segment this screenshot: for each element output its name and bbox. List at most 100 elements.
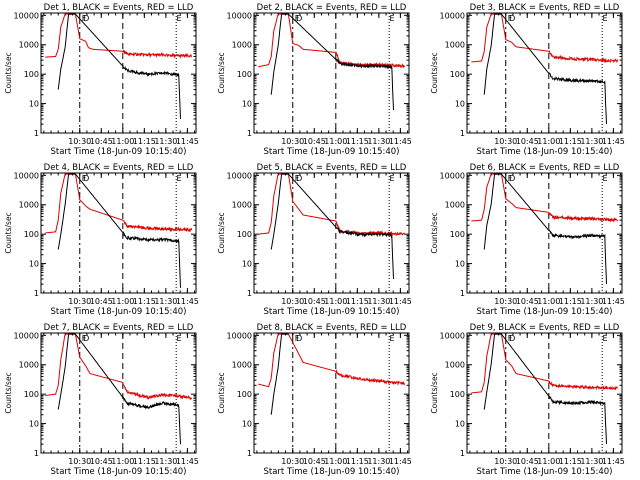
marker-label: E (389, 14, 394, 23)
x-axis-label: Start Time (18-Jun-09 10:15:40) (51, 307, 187, 317)
plot-frame (466, 172, 623, 294)
plot-frame (40, 172, 197, 294)
x-tick-label: 11:45 (389, 297, 412, 306)
x-tick-label: 11:45 (176, 297, 199, 306)
marker-label: D (509, 174, 515, 183)
y-tick-label: 100 (24, 230, 39, 239)
x-tick-label: 11:15 (133, 457, 156, 466)
y-tick-label: 10000 (440, 11, 465, 20)
x-tick-label: 11:30 (154, 137, 177, 146)
x-tick-label: 10:30 (281, 297, 304, 306)
x-tick-label: 11:45 (602, 297, 625, 306)
series-events-line (270, 173, 394, 280)
y-tick-label: 1 (460, 129, 465, 138)
data-layer (45, 333, 193, 445)
x-tick-label: 11:30 (367, 137, 390, 146)
x-tick-label: 11:45 (602, 137, 625, 146)
data-layer (471, 333, 618, 445)
chart-title: Det 7, BLACK = Events, RED = LLD (44, 323, 194, 333)
y-tick-label: 1 (460, 449, 465, 458)
y-tick-label: 1000 (232, 41, 252, 50)
marker-label: E (602, 14, 607, 23)
x-axis-label: Start Time (18-Jun-09 10:15:40) (477, 147, 613, 157)
chart-panel-det-1: Det 1, BLACK = Events, RED = LLD 1 10 100 10… (4, 3, 199, 157)
chart-panel-det-4: Det 4, BLACK = Events, RED = LLD 1 10 100 10… (4, 163, 199, 317)
x-axis-label: Start Time (18-Jun-09 10:15:40) (477, 467, 613, 477)
y-tick-label: 10 (242, 100, 252, 109)
y-tick-label: 10000 (227, 171, 252, 180)
series-events-line (57, 13, 181, 120)
x-tick-label: 11:15 (133, 137, 156, 146)
marker-label: E (389, 334, 394, 343)
chart-panel-det-7: Det 7, BLACK = Events, RED = LLD 1 10 100 10… (4, 323, 199, 477)
data-layer (471, 173, 619, 285)
chart-title: Det 5, BLACK = Events, RED = LLD (257, 163, 407, 173)
y-tick-label: 1000 (445, 201, 465, 210)
x-tick-label: 10:45 (90, 137, 113, 146)
y-tick-label: 1 (34, 449, 39, 458)
chart-title: Det 4, BLACK = Events, RED = LLD (44, 163, 194, 173)
marker-label: D (296, 14, 302, 23)
y-tick-label: 1 (247, 289, 252, 298)
y-tick-label: 1 (34, 289, 39, 298)
y-tick-label: 100 (24, 70, 39, 79)
x-axis-label: Start Time (18-Jun-09 10:15:40) (264, 147, 400, 157)
series-events-line (57, 173, 181, 288)
y-tick-label: 1 (247, 129, 252, 138)
y-tick-label: 10 (242, 420, 252, 429)
marker-label: F (82, 14, 87, 23)
x-tick-label: 11:00 (537, 457, 560, 466)
y-axis-label: Counts/sec (4, 372, 13, 413)
chart-title: Det 9, BLACK = Events, RED = LLD (470, 323, 620, 333)
marker-label: D (83, 14, 89, 23)
x-tick-label: 10:30 (281, 457, 304, 466)
chart-panel-det-6: Det 6, BLACK = Events, RED = LLD 1 10 100 10… (430, 163, 625, 317)
y-axis-label: Counts/sec (430, 212, 439, 253)
x-tick-label: 10:45 (303, 457, 326, 466)
marker-label: F (508, 334, 513, 343)
y-tick-label: 1000 (19, 361, 39, 370)
y-axis-label: Counts/sec (217, 52, 226, 93)
marker-label: F (508, 174, 513, 183)
y-tick-label: 1000 (445, 41, 465, 50)
y-tick-label: 1 (34, 129, 39, 138)
x-tick-label: 11:00 (111, 297, 134, 306)
y-tick-label: 10 (455, 260, 465, 269)
x-tick-label: 11:30 (367, 297, 390, 306)
marker-label: D (83, 334, 89, 343)
x-tick-label: 11:15 (346, 137, 369, 146)
x-tick-label: 11:00 (324, 457, 347, 466)
series-lld-line (45, 13, 193, 59)
y-axis-label: Counts/sec (4, 212, 13, 253)
marker-label: F (82, 174, 87, 183)
x-tick-label: 11:00 (324, 137, 347, 146)
data-layer (258, 173, 406, 280)
y-tick-label: 10 (29, 100, 39, 109)
x-axis-label: Start Time (18-Jun-09 10:15:40) (264, 307, 400, 317)
plot-frame (253, 332, 410, 454)
x-tick-label: 11:15 (559, 297, 582, 306)
x-tick-label: 10:30 (494, 297, 517, 306)
marker-label: D (296, 334, 302, 343)
plot-frame (40, 12, 197, 134)
series-events-line (57, 333, 181, 445)
y-tick-label: 10000 (440, 331, 465, 340)
y-tick-label: 10000 (14, 331, 39, 340)
y-tick-label: 1000 (232, 201, 252, 210)
y-tick-label: 1 (460, 289, 465, 298)
y-tick-label: 100 (450, 390, 465, 399)
chart-panel-det-2: Det 2, BLACK = Events, RED = LLD 1 10 100 10… (217, 3, 412, 157)
y-tick-label: 10000 (14, 171, 39, 180)
chart-panel-det-8: Det 8, BLACK = Events, RED = LLD 1 10 100 10… (217, 323, 412, 477)
y-tick-label: 10 (29, 420, 39, 429)
x-tick-label: 11:15 (559, 137, 582, 146)
series-lld-line (471, 13, 619, 64)
marker-label: F (508, 14, 513, 23)
x-tick-label: 10:30 (494, 457, 517, 466)
x-tick-label: 11:45 (389, 137, 412, 146)
x-tick-label: 11:30 (154, 457, 177, 466)
x-tick-label: 11:00 (111, 457, 134, 466)
x-tick-label: 10:30 (68, 297, 91, 306)
marker-label: E (176, 334, 181, 343)
